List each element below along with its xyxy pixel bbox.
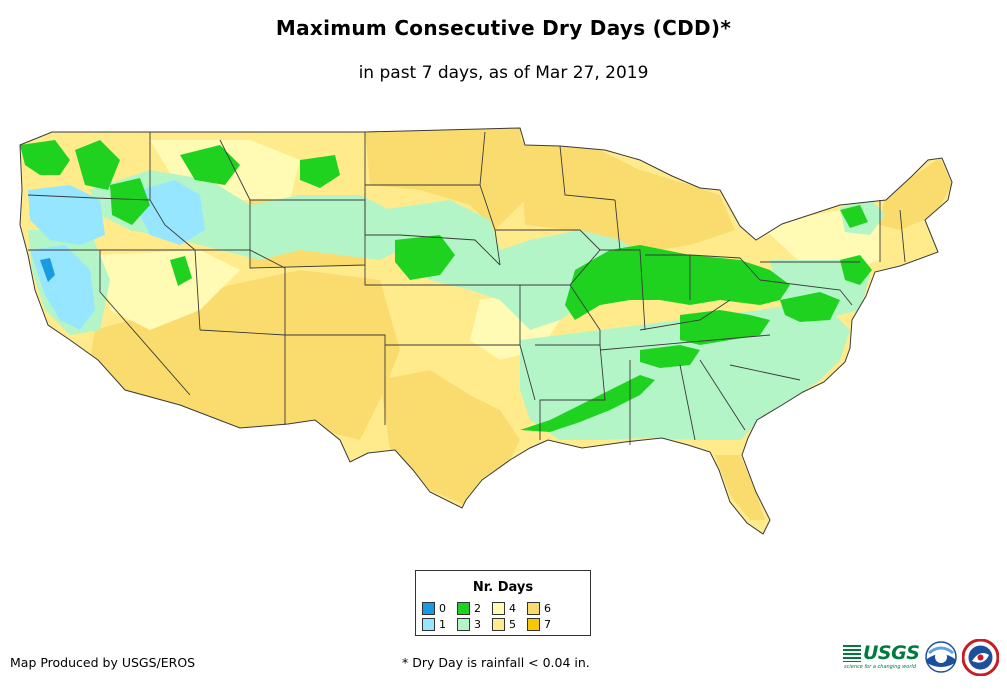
area-2-days-idaho [110,178,150,225]
area-2-days-midwest [565,245,790,320]
legend-label-3: 3 [474,618,481,631]
area-1-day-oregon [28,185,105,245]
area-6-days-texas [380,370,520,505]
nws-logo-icon [962,639,999,676]
area-2-days-great-basin [170,256,192,286]
area-2-days-washington [20,140,70,175]
noaa-logo-icon [925,641,957,673]
area-2-days-wyoming-ne [300,155,340,188]
credit-text: Map Produced by USGS/EROS [10,655,196,670]
legend-label-6: 6 [544,602,551,615]
legend-swatch-3 [457,618,470,631]
legend-swatch-2 [457,602,470,615]
legend-swatch-4 [492,602,505,615]
legend: Nr. Days 0 1 2 3 4 5 6 7 [415,570,591,636]
legend-swatch-1 [422,618,435,631]
area-2-days-tennessee [640,345,700,368]
legend-swatch-6 [527,602,540,615]
area-0-days-california [40,258,55,282]
state-boundaries [27,131,906,445]
area-2-days-appalachia [780,292,840,322]
legend-swatch-7 [527,618,540,631]
legend-swatch-0 [422,602,435,615]
usgs-logo-text: USGS [863,642,920,664]
area-2-days-deep-south [520,375,655,432]
map-fill [20,128,952,534]
usgs-logo: USGS science for a changing world [843,642,921,672]
area-2-days-nebraska [395,235,455,280]
legend-label-4: 4 [509,602,516,615]
us-outline [19,127,953,535]
area-2-days-cascades [75,140,120,190]
area-4-days-great-basin [100,250,240,330]
area-6-days-northplains [365,128,525,230]
legend-label-1: 1 [439,618,446,631]
map-title: Maximum Consecutive Dry Days (CDD)* [275,16,732,40]
area-2-days-northeast [840,255,872,285]
legend-label-5: 5 [509,618,516,631]
area-2-days-montana [180,145,240,185]
legend-title: Nr. Days [472,580,534,595]
area-1-day-idaho [140,180,205,245]
legend-label-2: 2 [474,602,481,615]
usgs-tagline: science for a changing world [844,664,916,670]
legend-label-7: 7 [544,618,551,631]
footnote-text: * Dry Day is rainfall < 0.04 in. [402,655,590,670]
area-6-days-upper-midwest [520,140,735,250]
map-subtitle: in past 7 days, as of Mar 27, 2019 [358,63,649,83]
legend-label-0: 0 [439,602,446,615]
area-6-days-florida [715,455,765,520]
area-6-days-northeast [880,158,952,230]
usgs-wave-icon [843,645,861,662]
area-2-days-new-york [840,205,868,228]
legend-swatch-5 [492,618,505,631]
